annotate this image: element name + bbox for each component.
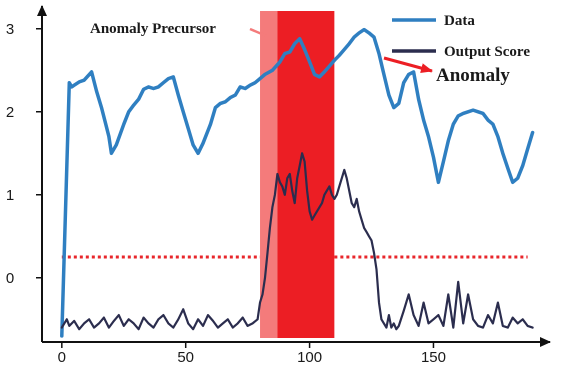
series-line-data: [60, 27, 535, 338]
annotations: Anomaly Precursor Anomaly: [90, 21, 510, 86]
y-tick-label: 3: [6, 21, 14, 38]
x-tick-label: 150: [421, 349, 446, 366]
annotation-anomaly: Anomaly: [436, 65, 510, 86]
annotation-arrow-precursor: [249, 27, 277, 42]
legend-label: Output Score: [444, 44, 530, 60]
tick-labels: 0 50 100 150 0 1 2 3: [6, 21, 446, 366]
x-tick-label: 50: [177, 349, 194, 366]
legend: Data Output Score: [392, 13, 530, 60]
x-tick-label: 100: [297, 349, 322, 366]
annotation-arrow-anomaly: [383, 56, 433, 73]
x-tick-label: 0: [58, 349, 66, 366]
annotation-anomaly-precursor: Anomaly Precursor: [90, 21, 216, 37]
y-tick-label: 2: [6, 104, 14, 121]
region-anomaly-precursor: [260, 11, 278, 338]
y-tick-label: 1: [6, 187, 14, 204]
series-line-output-score: [60, 152, 534, 331]
y-tick-label: 0: [6, 270, 14, 287]
axes: [37, 5, 551, 347]
series-lines: [60, 27, 535, 338]
legend-label: Data: [444, 13, 475, 29]
